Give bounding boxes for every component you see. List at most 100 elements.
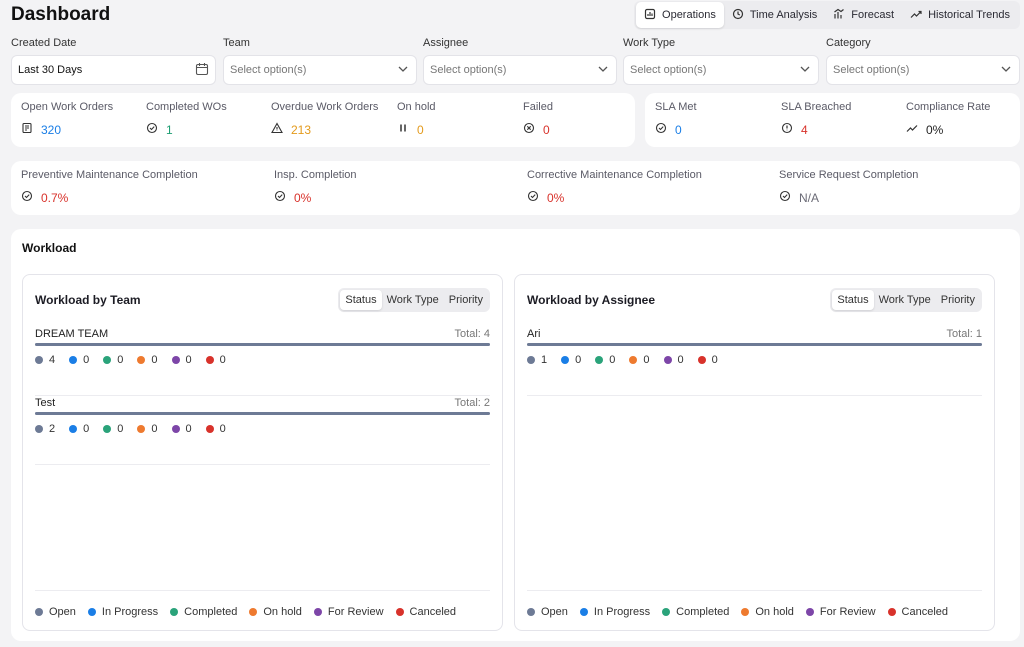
- completion-kpis-card: Preventive Maintenance Completion 0.7% I…: [11, 161, 1020, 215]
- group-progress-fill: [35, 343, 490, 346]
- toggle-work-type[interactable]: Work Type: [878, 294, 931, 306]
- legend-item[interactable]: For Review: [313, 606, 384, 618]
- kpi-on-hold: On hold 0: [397, 101, 436, 137]
- status-dot: [35, 356, 43, 364]
- document-icon: [21, 122, 33, 137]
- status-dot: [561, 356, 570, 364]
- legend-dot: [887, 608, 896, 616]
- toggle-status[interactable]: Status: [832, 290, 874, 310]
- grouping-toggle: Status Work Type Priority: [830, 288, 982, 312]
- group-name: Test: [35, 397, 56, 409]
- count-value: 0: [83, 423, 90, 435]
- kpi-value: 4: [801, 122, 808, 137]
- category-label: Category: [826, 37, 871, 49]
- kpi-value: N/A: [799, 190, 820, 205]
- status-dot: [103, 356, 112, 364]
- kpi-value: 0: [417, 122, 424, 137]
- status-dot: [697, 356, 706, 364]
- count-value: 0: [117, 354, 124, 366]
- legend-item[interactable]: Completed: [662, 606, 729, 618]
- toggle-priority[interactable]: Priority: [448, 294, 483, 306]
- status-count: 0: [103, 423, 123, 435]
- pause-icon: [397, 122, 409, 137]
- created-date-value: Last 30 Days: [18, 64, 83, 76]
- status-count: 0: [561, 354, 581, 366]
- count-value: 0: [575, 354, 582, 366]
- check-circle-icon: [779, 190, 791, 205]
- check-circle-icon: [274, 190, 286, 205]
- legend-label: In Progress: [101, 606, 159, 618]
- legend-item[interactable]: Canceled: [887, 606, 948, 618]
- status-count: 0: [69, 354, 89, 366]
- toggle-status[interactable]: Status: [340, 290, 382, 310]
- status-count: 0: [663, 354, 684, 366]
- status-count: 0: [205, 354, 226, 366]
- legend-item[interactable]: In Progress: [87, 606, 159, 618]
- assignee-placeholder: Select option(s): [430, 64, 507, 76]
- tab-historical-trends[interactable]: Historical Trends: [902, 2, 1018, 28]
- count-value: 0: [609, 354, 616, 366]
- calendar-icon[interactable]: [195, 62, 209, 79]
- kpi-sla-met: SLA Met 0: [655, 101, 697, 137]
- status-count: 4: [35, 354, 55, 366]
- legend-dot: [741, 608, 750, 616]
- kpi-service-request-completion: Service Request Completion N/A: [779, 169, 918, 205]
- created-date-select[interactable]: Last 30 Days: [11, 55, 216, 85]
- chevron-down-icon: [396, 62, 410, 79]
- kpi-label: On hold: [397, 101, 436, 113]
- chevron-down-icon: [999, 62, 1013, 79]
- kpi-label: Overdue Work Orders: [271, 101, 379, 113]
- legend-item[interactable]: Open: [35, 606, 76, 618]
- status-counts: 2 0 0 0 0 0: [35, 423, 226, 435]
- status-dot: [629, 356, 638, 364]
- legend-item[interactable]: For Review: [805, 606, 876, 618]
- legend-item[interactable]: Canceled: [395, 606, 456, 618]
- kpi-insp-completion: Insp. Completion 0%: [274, 169, 357, 205]
- tab-operations[interactable]: Operations: [636, 2, 724, 28]
- kpi-label: Insp. Completion: [274, 169, 357, 181]
- count-value: 0: [711, 354, 718, 366]
- category-select[interactable]: Select option(s): [826, 55, 1020, 85]
- toggle-work-type[interactable]: Work Type: [386, 294, 439, 306]
- group-total: Total: 4: [454, 328, 490, 340]
- team-select[interactable]: Select option(s): [223, 55, 417, 85]
- count-value: 4: [49, 354, 56, 366]
- status-dot: [527, 356, 535, 364]
- legend-item[interactable]: Open: [527, 606, 568, 618]
- group-progress-fill: [35, 412, 490, 415]
- check-circle-icon: [655, 122, 667, 137]
- status-counts: 1 0 0 0 0 0: [527, 354, 718, 366]
- count-value: 0: [677, 354, 684, 366]
- status-count: 0: [137, 423, 158, 435]
- status-count: 0: [205, 423, 226, 435]
- legend-item[interactable]: Completed: [170, 606, 237, 618]
- legend-item[interactable]: On hold: [249, 606, 302, 618]
- status-count: 1: [527, 354, 547, 366]
- operations-icon: [644, 8, 656, 23]
- kpi-value: 0%: [926, 122, 944, 137]
- tab-forecast[interactable]: Forecast: [825, 2, 902, 28]
- work-type-select[interactable]: Select option(s): [623, 55, 819, 85]
- status-count: 0: [137, 354, 158, 366]
- kpi-corrective-completion: Corrective Maintenance Completion 0%: [527, 169, 702, 205]
- group-name: DREAM TEAM: [35, 328, 109, 340]
- status-dot: [205, 425, 214, 433]
- assignee-select[interactable]: Select option(s): [423, 55, 617, 85]
- legend-dot: [313, 608, 322, 616]
- status-dot: [103, 425, 112, 433]
- status-dot: [205, 356, 214, 364]
- legend-dot: [35, 608, 43, 616]
- status-dot: [171, 356, 180, 364]
- kpi-label: Compliance Rate: [906, 101, 991, 113]
- tab-time-analysis[interactable]: Time Analysis: [724, 2, 825, 28]
- legend-item[interactable]: In Progress: [579, 606, 650, 618]
- group-total: Total: 1: [946, 328, 982, 340]
- group-total: Total: 2: [454, 397, 490, 409]
- created-date-label: Created Date: [11, 37, 77, 49]
- toggle-priority[interactable]: Priority: [940, 294, 975, 306]
- status-count: 0: [629, 354, 650, 366]
- legend-item[interactable]: On hold: [741, 606, 794, 618]
- kpi-completed-wos: Completed WOs 1: [146, 101, 227, 137]
- status-count: 0: [171, 423, 192, 435]
- grouping-toggle: Status Work Type Priority: [338, 288, 490, 312]
